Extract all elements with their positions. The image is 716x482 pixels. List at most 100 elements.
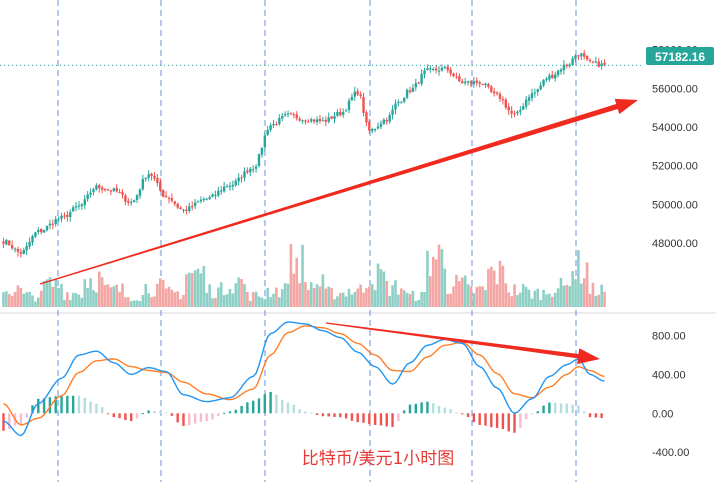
- candle-down: [458, 76, 461, 82]
- volume-bar-down: [504, 283, 508, 307]
- candle-up: [269, 125, 272, 130]
- candle-up: [553, 74, 557, 79]
- histogram-bar-negative: [600, 413, 603, 419]
- volume-bar-down: [498, 260, 502, 307]
- histogram-bar-positive: [571, 404, 574, 414]
- volume-bar-up: [376, 263, 380, 307]
- volume-bar-up: [347, 288, 351, 307]
- volume-bar-up: [440, 249, 444, 307]
- candle-up: [5, 239, 8, 245]
- volume-bar-up: [205, 292, 209, 307]
- volume-bar-up: [211, 298, 214, 307]
- volume-bar-up: [417, 299, 421, 307]
- histogram-bar-negative: [461, 413, 464, 415]
- volume-bar-down: [359, 284, 362, 307]
- histogram-bar-positive: [559, 403, 563, 414]
- histogram-bar-positive: [257, 398, 261, 414]
- candle-down: [150, 173, 153, 176]
- volume-bar-up: [516, 295, 519, 307]
- candle-up: [228, 185, 232, 187]
- candle-up: [571, 58, 574, 65]
- volume-bar-up: [388, 295, 391, 307]
- volume-bar-down: [100, 277, 104, 307]
- candle-up: [545, 78, 548, 81]
- volume-bar-down: [475, 287, 479, 307]
- histogram-bar-negative: [385, 413, 388, 427]
- histogram-bar-positive: [228, 411, 232, 414]
- volume-bar-down: [487, 268, 490, 307]
- candle-up: [257, 154, 261, 167]
- candle-down: [2, 241, 5, 244]
- candle-up: [336, 112, 339, 116]
- candle-up: [132, 200, 136, 202]
- candle-down: [100, 187, 104, 190]
- macd-axis-tick-label: 400.00: [652, 369, 686, 381]
- volume-bar-down: [118, 292, 121, 307]
- volume-bar-down: [292, 273, 296, 307]
- histogram-bar-positive: [240, 406, 243, 414]
- candle-up: [432, 69, 435, 71]
- histogram-bar-positive: [222, 412, 226, 414]
- histogram-bar-negative: [507, 413, 510, 432]
- volume-bar-down: [429, 276, 432, 307]
- volume-bar-up: [31, 295, 34, 307]
- histogram-bar-negative: [478, 413, 481, 425]
- candle-up: [536, 89, 539, 92]
- volume-bar-down: [510, 296, 513, 307]
- candle-up: [144, 177, 147, 179]
- volume-bar-up: [54, 278, 58, 307]
- volume-bar-up: [283, 283, 287, 307]
- histogram-bar-positive: [310, 412, 313, 414]
- candle-down: [495, 92, 499, 94]
- volume-bar-up: [132, 300, 136, 307]
- histogram-bar-negative: [397, 413, 400, 422]
- volume-bar-up: [63, 299, 66, 307]
- candle-down: [51, 223, 55, 225]
- candle-up: [74, 206, 78, 208]
- volume-bar-up: [286, 283, 290, 307]
- volume-bar-up: [391, 285, 394, 307]
- candle-up: [394, 103, 397, 110]
- histogram-bar-positive: [77, 395, 81, 414]
- volume-bars: [2, 244, 606, 307]
- candle-up: [437, 70, 441, 72]
- volume-bar-up: [48, 277, 52, 307]
- volume-bar-up: [36, 297, 40, 307]
- price-axis: 58000.0056000.0054000.0052000.0050000.00…: [652, 45, 698, 460]
- candle-down: [385, 119, 388, 122]
- volume-bar-down: [330, 287, 333, 307]
- histogram-bar-negative: [188, 413, 191, 426]
- volume-bar-up: [562, 285, 566, 307]
- candle-down: [159, 182, 162, 191]
- candle-up: [423, 70, 426, 75]
- candle-up: [347, 100, 351, 110]
- volume-bar-up: [405, 292, 409, 307]
- histogram-bar-positive: [408, 404, 412, 414]
- candle-up: [516, 111, 519, 114]
- volume-bar-up: [199, 273, 203, 307]
- volume-bar-up: [580, 283, 583, 307]
- histogram-bar-negative: [333, 413, 336, 417]
- candle-down: [362, 96, 365, 114]
- volume-bar-down: [446, 293, 450, 307]
- candle-down: [490, 86, 493, 92]
- volume-bar-down: [585, 262, 589, 307]
- candle-up: [243, 171, 246, 178]
- volume-bar-down: [481, 286, 484, 307]
- candle-down: [121, 192, 124, 195]
- volume-bar-down: [170, 289, 174, 307]
- volume-bar-down: [458, 281, 461, 307]
- candle-up: [77, 205, 81, 207]
- histogram-bar-negative: [594, 413, 598, 418]
- candle-up: [141, 178, 145, 190]
- volume-bar-up: [382, 271, 386, 307]
- histogram-bar-positive: [455, 412, 458, 414]
- volume-bar-up: [321, 274, 325, 307]
- histogram-bar-negative: [513, 413, 516, 433]
- volume-bar-up: [574, 279, 577, 307]
- volume-bar-up: [350, 294, 354, 307]
- candle-up: [533, 92, 537, 94]
- candle-up: [559, 69, 563, 72]
- candle-down: [585, 55, 589, 60]
